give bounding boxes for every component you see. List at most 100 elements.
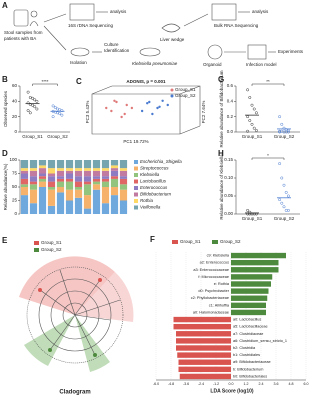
lda-bar bbox=[176, 338, 231, 344]
data-point bbox=[60, 113, 64, 117]
y-tick-label: 0.10 bbox=[224, 175, 233, 180]
y-tick-label: 0.05 bbox=[224, 193, 233, 198]
data-point bbox=[248, 96, 252, 99]
data-point bbox=[280, 122, 284, 126]
clade-ring bbox=[50, 290, 100, 340]
data-point bbox=[278, 115, 282, 119]
data-point bbox=[51, 104, 55, 108]
data-point bbox=[280, 176, 284, 180]
computer-icon bbox=[69, 3, 95, 21]
legend-text: Group_S2 bbox=[41, 247, 62, 252]
stacked-bar-segment bbox=[47, 187, 56, 190]
legend-text: Group_S2 bbox=[175, 93, 196, 98]
bar-label: b2: Clostridia bbox=[233, 346, 256, 350]
bar-label: b0: Bifidobacteriales bbox=[233, 374, 267, 378]
data-point bbox=[246, 115, 250, 119]
bar-label: c1: Allihoffia bbox=[209, 303, 230, 307]
stacked-bar-segment bbox=[56, 178, 65, 182]
stacked-bar-segment bbox=[83, 195, 92, 209]
lda-bar bbox=[176, 345, 231, 351]
clade-ring bbox=[62, 302, 88, 328]
stacked-bar-segment bbox=[29, 168, 38, 171]
stacked-bar-segment bbox=[29, 203, 38, 214]
data-point bbox=[156, 106, 159, 110]
stacked-bar-segment bbox=[92, 176, 101, 179]
lda-bar bbox=[231, 274, 273, 280]
panel-label: F bbox=[150, 235, 155, 244]
stacked-bar-segment bbox=[47, 160, 56, 169]
bar-label: a0: Lactobacillus bbox=[233, 318, 261, 322]
legend-text: Bifidobacterium bbox=[140, 192, 171, 197]
y-tick-label: 25 bbox=[12, 198, 18, 203]
stacked-bar-segment bbox=[92, 160, 101, 169]
stacked-bar-segment bbox=[20, 178, 29, 185]
panel-a: A Stool samples from patients with BA an… bbox=[2, 1, 304, 67]
stacked-bar-segment bbox=[56, 187, 65, 193]
data-point bbox=[53, 106, 57, 109]
legend-swatch bbox=[134, 205, 138, 210]
lda-bar bbox=[231, 281, 271, 287]
y-axis-label: Relative abundance(%) bbox=[3, 163, 8, 210]
data-point bbox=[284, 190, 288, 194]
x-tick-label: Group_S2 bbox=[47, 134, 68, 139]
stacked-bar-segment bbox=[119, 200, 128, 214]
arrow bbox=[183, 13, 209, 27]
lda-bar bbox=[173, 316, 231, 323]
y-tick-label: 0.2 bbox=[227, 114, 234, 119]
stacked-bar-segment bbox=[29, 181, 38, 185]
data-point bbox=[110, 109, 113, 113]
pcoa-box bbox=[91, 85, 201, 135]
stacked-bar-segment bbox=[56, 160, 65, 169]
stacked-bar-segment bbox=[20, 173, 29, 179]
organoid-text: Organoid bbox=[203, 62, 222, 67]
y-tick-label: 40 bbox=[12, 99, 18, 104]
stacked-bar-segment bbox=[56, 192, 65, 214]
stacked-bar-segment bbox=[65, 189, 74, 201]
clade-ring bbox=[26, 266, 124, 364]
stacked-bar-segment bbox=[38, 173, 47, 177]
data-point bbox=[254, 129, 258, 132]
bar-label: a0: Halomonadaceae bbox=[193, 310, 229, 314]
lda-bar bbox=[231, 288, 269, 294]
data-point bbox=[123, 112, 126, 116]
significance-bracket bbox=[251, 157, 285, 160]
legend-swatch bbox=[134, 192, 138, 197]
legend-text: Group_S1 bbox=[180, 239, 201, 244]
stacked-bar-segment bbox=[92, 184, 101, 190]
stacked-bar-segment bbox=[110, 168, 119, 171]
species-text: Klebsiella pneumoniae bbox=[132, 61, 178, 66]
stacked-bar-segment bbox=[65, 181, 74, 190]
lda-bar bbox=[231, 259, 279, 266]
stacked-bar-segment bbox=[83, 160, 92, 169]
stacked-bar-segment bbox=[56, 181, 65, 187]
significance-label: ** bbox=[266, 79, 270, 84]
arrow bbox=[43, 13, 67, 51]
identification-text: Identification bbox=[104, 48, 130, 53]
data-point bbox=[120, 115, 123, 119]
infection-text: Infection model bbox=[246, 62, 277, 67]
stacked-bar-segment bbox=[101, 181, 110, 187]
x-tick-label: -6.0 bbox=[153, 382, 159, 386]
stacked-bar-segment bbox=[110, 165, 119, 169]
x-tick-label: Group_S1 bbox=[242, 134, 263, 139]
data-point bbox=[246, 129, 250, 133]
stacked-bar-segment bbox=[101, 203, 110, 214]
bar-label: e: Rothia bbox=[214, 282, 230, 286]
data-point bbox=[282, 126, 286, 130]
data-point bbox=[51, 115, 55, 119]
stacked-bar-segment bbox=[29, 170, 38, 177]
stool-text: Stool samples from bbox=[4, 30, 43, 35]
legend-text: Streptococcus bbox=[140, 166, 169, 171]
stacked-bar-segment bbox=[38, 168, 47, 174]
stacked-bar-segment bbox=[74, 176, 83, 182]
analysis-text: analysis bbox=[252, 9, 269, 14]
stacked-bar-segment bbox=[101, 187, 110, 204]
data-point bbox=[282, 183, 286, 187]
legend-swatch bbox=[134, 166, 138, 171]
legend-text: Klebsiella bbox=[140, 172, 160, 177]
stacked-bar-segment bbox=[110, 187, 119, 196]
z-axis-label: PC2 7.64% bbox=[201, 101, 206, 124]
y-tick-label: 20 bbox=[12, 114, 18, 119]
lda-bar bbox=[176, 331, 231, 337]
y-axis-label: Relative abundance of Bifidobacterium bbox=[219, 70, 224, 147]
